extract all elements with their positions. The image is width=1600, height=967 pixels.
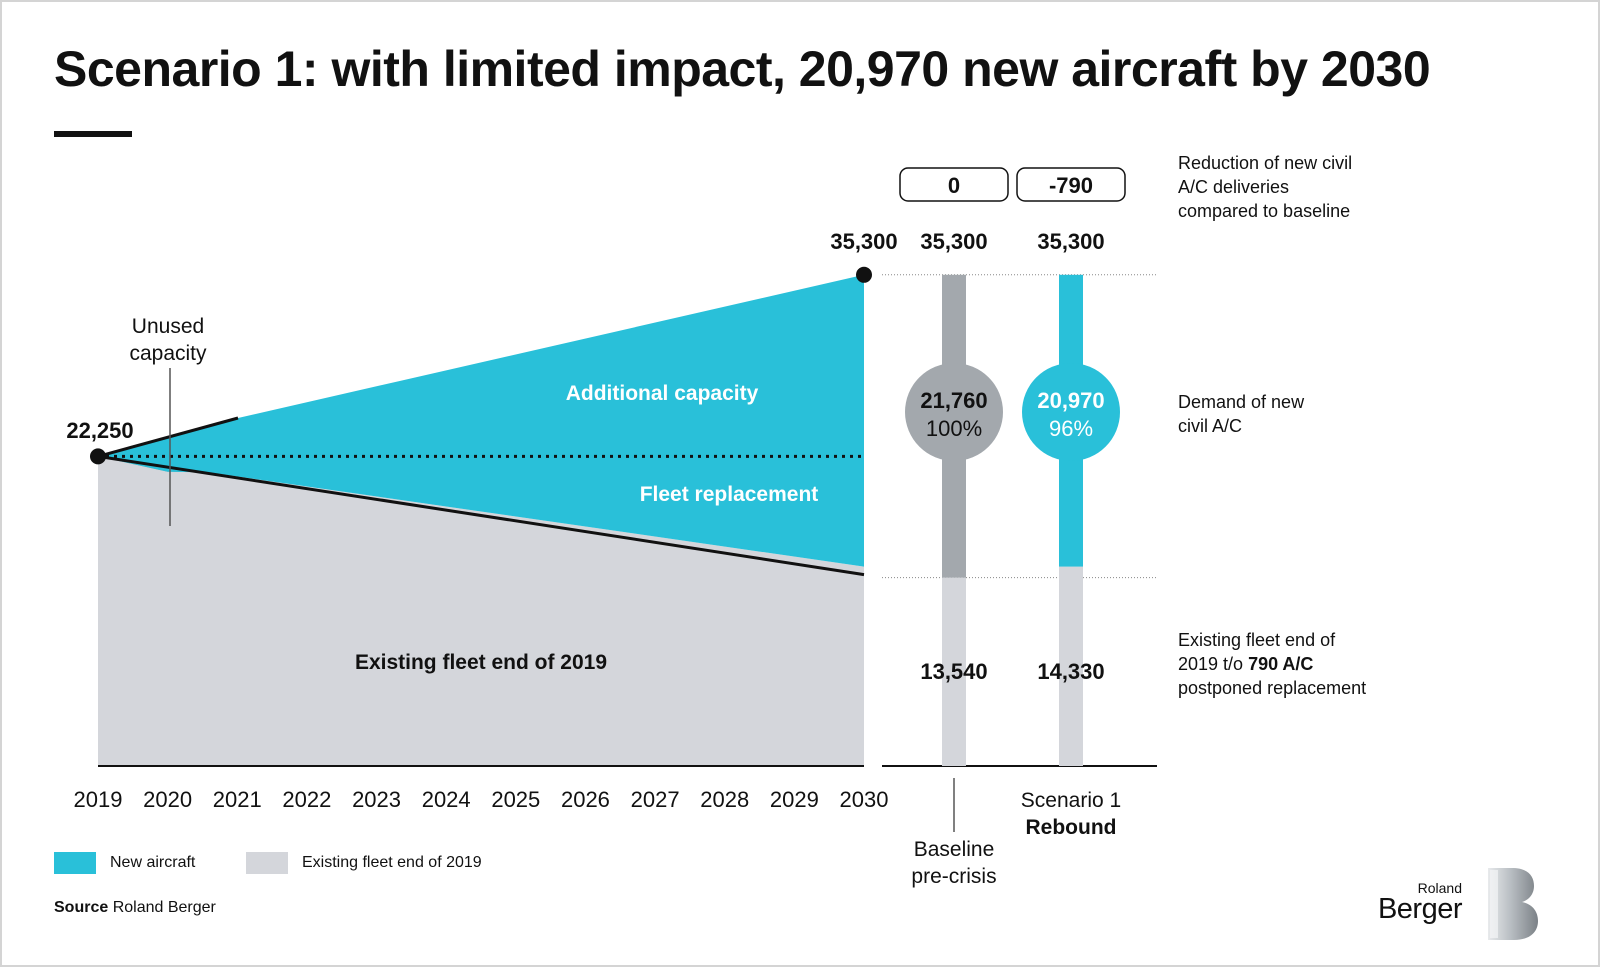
bar-new-aircraft-circle — [905, 363, 1003, 461]
source-note: Source Roland Berger — [54, 899, 216, 917]
baseline-label-line1: Baseline — [914, 838, 995, 861]
x-tick-label: 2024 — [422, 787, 471, 812]
bar-existing-label: 14,330 — [1037, 659, 1104, 684]
source-text: Roland Berger — [112, 899, 216, 916]
side-note-existing-line2: 2019 t/o 790 A/C — [1178, 654, 1313, 674]
side-note-reduction-line: A/C deliveries — [1178, 177, 1289, 197]
bar-existing-segment — [1059, 566, 1083, 766]
bar-new-aircraft-percent: 100% — [926, 416, 982, 441]
unused-capacity-label-line2: capacity — [129, 342, 207, 365]
additional-capacity-label: Additional capacity — [566, 382, 759, 405]
bar-new-aircraft-value: 21,760 — [920, 388, 987, 413]
bar-new-aircraft-value: 20,970 — [1037, 388, 1104, 413]
x-tick-label: 2027 — [631, 787, 680, 812]
x-tick-label: 2029 — [770, 787, 819, 812]
side-note-demand-line: Demand of new — [1178, 392, 1305, 412]
legend-label: New aircraft — [110, 854, 196, 871]
scenario-label-line2: Rebound — [1026, 816, 1117, 839]
reduction-value: 0 — [948, 173, 960, 198]
logo-b-mark — [1488, 868, 1538, 940]
reduction-pill — [899, 167, 1009, 202]
legend-swatch-new-aircraft — [54, 852, 96, 874]
title-underline — [54, 131, 132, 137]
x-tick-label: 2026 — [561, 787, 610, 812]
start-marker — [90, 448, 106, 465]
x-tick-label: 2022 — [282, 787, 331, 812]
bar-total-label: 35,300 — [1037, 229, 1104, 254]
unused-capacity-label-line1: Unused — [132, 315, 204, 338]
roland-berger-logo: Roland Berger — [1378, 864, 1558, 946]
end-value-label: 35,300 — [830, 229, 897, 254]
fleet-retirement-line — [97, 454, 865, 577]
source-label: Source — [54, 899, 109, 916]
reduction-pill — [1016, 167, 1126, 202]
fleet-replacement-label: Fleet replacement — [640, 483, 819, 506]
x-tick-label: 2023 — [352, 787, 401, 812]
page-title: Scenario 1: with limited impact, 20,970 … — [54, 41, 1431, 97]
existing-fleet-label: Existing fleet end of 2019 — [355, 651, 607, 674]
x-tick-label: 2028 — [700, 787, 749, 812]
scenario-label-line1: Scenario 1 — [1021, 789, 1121, 812]
side-note-existing-line3: postponed replacement — [1178, 678, 1366, 698]
new-aircraft-area — [98, 274, 864, 567]
logo-text-top: Roland — [1417, 880, 1462, 896]
side-note-demand-line: civil A/C — [1178, 416, 1242, 436]
side-note-reduction-line: Reduction of new civil — [1178, 153, 1352, 173]
bar-new-aircraft-circle — [1022, 363, 1120, 461]
logo-text-bottom: Berger — [1377, 893, 1463, 925]
baseline-trend-line-start — [97, 416, 239, 458]
legend-label: Existing fleet end of 2019 — [302, 854, 482, 871]
x-tick-label: 2020 — [143, 787, 192, 812]
side-note-existing-line1: Existing fleet end of — [1178, 630, 1336, 650]
baseline-label-line2: pre-crisis — [911, 865, 996, 888]
bar-total-label: 35,300 — [920, 229, 987, 254]
legend-swatch-existing-fleet — [246, 852, 288, 874]
x-tick-label: 2030 — [840, 787, 889, 812]
start-value-label: 22,250 — [66, 418, 133, 443]
x-tick-label: 2021 — [213, 787, 262, 812]
end-marker — [856, 266, 872, 283]
side-note-reduction-line: compared to baseline — [1178, 201, 1350, 221]
existing-fleet-area — [98, 456, 864, 766]
reduction-value: -790 — [1049, 173, 1093, 198]
x-tick-label: 2025 — [491, 787, 540, 812]
bar-new-aircraft-percent: 96% — [1049, 416, 1093, 441]
x-tick-label: 2019 — [74, 787, 123, 812]
bar-existing-segment — [942, 577, 966, 766]
bar-existing-label: 13,540 — [920, 659, 987, 684]
